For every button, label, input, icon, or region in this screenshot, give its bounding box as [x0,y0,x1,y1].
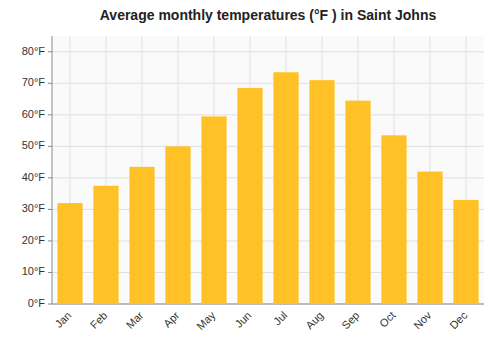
y-tick [48,83,52,84]
y-tick-label: 80°F [22,45,46,57]
y-tick-label: 10°F [22,265,46,277]
bar [345,101,370,304]
y-tick [48,304,52,305]
x-tick-label: Jul [271,309,289,327]
bar [93,186,118,304]
y-tick [48,51,52,52]
x-tick-label: Jun [232,309,253,330]
bar [453,200,478,304]
y-tick-label: 20°F [22,234,46,246]
y-tick-label: 40°F [22,171,46,183]
y-tick [48,272,52,273]
bar [129,167,154,304]
chart: 0°F 10°F 20°F 30°F 40°F 50°F 60°F 70°F 80°F Jan Fe… [0,0,500,350]
y-tick-label: 70°F [22,76,46,88]
y-grid-line [52,51,484,52]
bar [273,72,298,304]
y-tick [48,240,52,241]
x-tick-label: Sep [339,309,361,331]
y-tick-label: 50°F [22,139,46,151]
bar [417,172,442,304]
x-tick-label: Oct [377,309,398,330]
y-tick-label: 0°F [28,297,46,309]
y-tick [48,146,52,147]
bar [201,116,226,304]
y-grid-line [52,146,484,147]
x-tick-label: Mar [124,309,146,331]
grid [52,36,484,304]
y-tick [48,114,52,115]
x-tick-label: May [194,309,218,333]
y-axis-line [52,36,53,304]
x-tick-label: Jan [52,309,73,330]
plot-background [52,36,484,304]
y-grid-line [52,114,484,115]
y-tick-label: 30°F [22,202,46,214]
y-tick [48,177,52,178]
x-tick-label: Apr [161,309,182,330]
y-tick [48,209,52,210]
bar [165,146,190,304]
bar [381,135,406,304]
bar [237,88,262,304]
x-tick-label: Nov [411,309,434,332]
y-tick-label: 60°F [22,108,46,120]
bar [309,80,334,304]
axes: 0°F 10°F 20°F 30°F 40°F 50°F 60°F 70°F 80°F Jan Fe… [22,36,484,332]
bars [57,72,478,304]
bar [57,203,82,304]
y-grid-line [52,83,484,84]
title: Average monthly temperatures (°F ) in Sa… [100,7,437,23]
x-tick-label: Feb [88,309,110,331]
x-tick-label: Aug [303,309,325,331]
x-tick-label: Dec [447,309,470,332]
